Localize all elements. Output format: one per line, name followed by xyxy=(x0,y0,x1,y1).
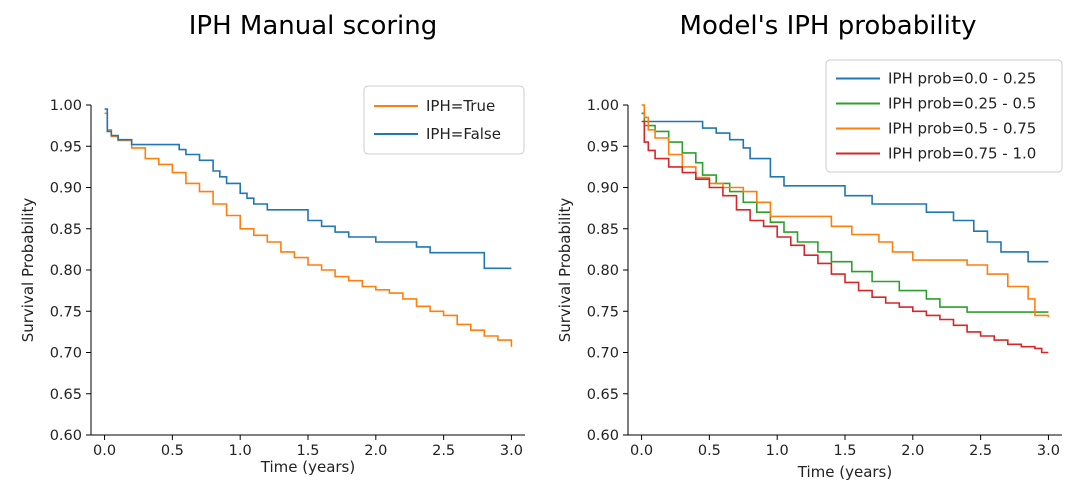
y-tick-label: 0.70 xyxy=(587,346,619,362)
y-tick-label: 0.85 xyxy=(587,222,619,238)
legend-label: IPH prob=0.5 - 0.75 xyxy=(888,120,1036,138)
y-tick-label: 0.70 xyxy=(50,346,82,362)
y-tick-label: 0.90 xyxy=(587,181,619,197)
y-tick-label: 0.65 xyxy=(50,387,82,403)
y-tick-label: 0.90 xyxy=(50,181,82,197)
series-line-1 xyxy=(104,108,512,270)
x-tick-label: 1.5 xyxy=(833,443,856,459)
y-axis-label: Survival Probability xyxy=(19,198,37,343)
x-ticks: 0.0 0.5 1.0 1.5 2.0 2.5 3.0 xyxy=(630,435,1060,459)
x-tick-label: 0.0 xyxy=(630,443,653,459)
x-axis-label: Time (years) xyxy=(797,463,892,481)
legend: IPH=True IPH=False xyxy=(363,85,525,155)
y-tick-label: 0.85 xyxy=(50,222,82,238)
legend-box xyxy=(363,85,525,155)
legend: IPH prob=0.0 - 0.25 IPH prob=0.25 - 0.5 IP… xyxy=(825,59,1063,173)
x-tick-label: 0.5 xyxy=(161,443,184,459)
x-tick-label: 1.0 xyxy=(766,443,789,459)
y-tick-label: 0.75 xyxy=(587,304,619,320)
series-line-1 xyxy=(641,112,1049,313)
x-tick-label: 2.5 xyxy=(432,443,455,459)
x-axis-label: Time (years) xyxy=(260,458,355,476)
series-line-2 xyxy=(641,104,1050,317)
chart-title: IPH Manual scoring xyxy=(189,11,438,41)
x-tick-label: 2.0 xyxy=(901,443,924,459)
legend-label: IPH=True xyxy=(426,97,495,115)
chart-iph-manual-scoring: IPH Manual scoring 0.600.650.700.750.800… xyxy=(19,11,525,476)
y-ticks: 0.60 0.65 0.70 0.75 0.80 0.85 0.90 0.95 1.00 xyxy=(50,98,91,444)
chart-model-iph-probability: Model's IPH probability 0.60 0.65 0.70 0.75… xyxy=(556,11,1063,481)
y-axis-label: Survival Probability xyxy=(556,198,574,343)
y-tick-label: 0.65 xyxy=(587,387,619,403)
x-tick-label: 2.5 xyxy=(969,443,992,459)
y-tick-label: 0.80 xyxy=(50,263,82,279)
y-ticks: 0.60 0.65 0.70 0.75 0.80 0.85 0.90 0.95 1.00 xyxy=(587,98,628,444)
chart-title: Model's IPH probability xyxy=(680,11,977,41)
legend-label: IPH prob=0.25 - 0.5 xyxy=(888,95,1036,113)
series-line-0 xyxy=(641,112,1049,263)
legend-box xyxy=(825,59,1063,173)
y-tick-label: 0.60 xyxy=(587,428,619,444)
x-tick-label: 0.5 xyxy=(698,443,721,459)
x-tick-label: 3.0 xyxy=(500,443,523,459)
y-tick-label: 0.80 xyxy=(587,263,619,279)
x-tick-label: 1.5 xyxy=(296,443,319,459)
x-tick-label: 3.0 xyxy=(1037,443,1060,459)
x-ticks: 0.0 0.5 1.0 1.5 2.0 2.5 3.0 xyxy=(93,435,523,459)
y-tick-label: 1.00 xyxy=(587,98,619,114)
x-tick-label: 0.0 xyxy=(93,443,116,459)
y-tick-label: 1.00 xyxy=(50,98,82,114)
x-tick-label: 2.0 xyxy=(364,443,387,459)
series-group xyxy=(104,108,513,347)
y-tick-label: 0.75 xyxy=(50,304,82,320)
x-tick-label: 1.0 xyxy=(229,443,252,459)
series-line-0 xyxy=(104,112,513,347)
legend-label: IPH prob=0.75 - 1.0 xyxy=(888,145,1036,163)
y-tick-label: 0.95 xyxy=(587,139,619,155)
y-tick-label: 0.95 xyxy=(50,139,82,155)
legend-label: IPH=False xyxy=(426,125,501,143)
legend-label: IPH prob=0.0 - 0.25 xyxy=(888,70,1036,88)
series-line-3 xyxy=(641,120,1049,354)
series-group xyxy=(641,104,1050,354)
y-tick-label: 0.60 xyxy=(50,428,82,444)
